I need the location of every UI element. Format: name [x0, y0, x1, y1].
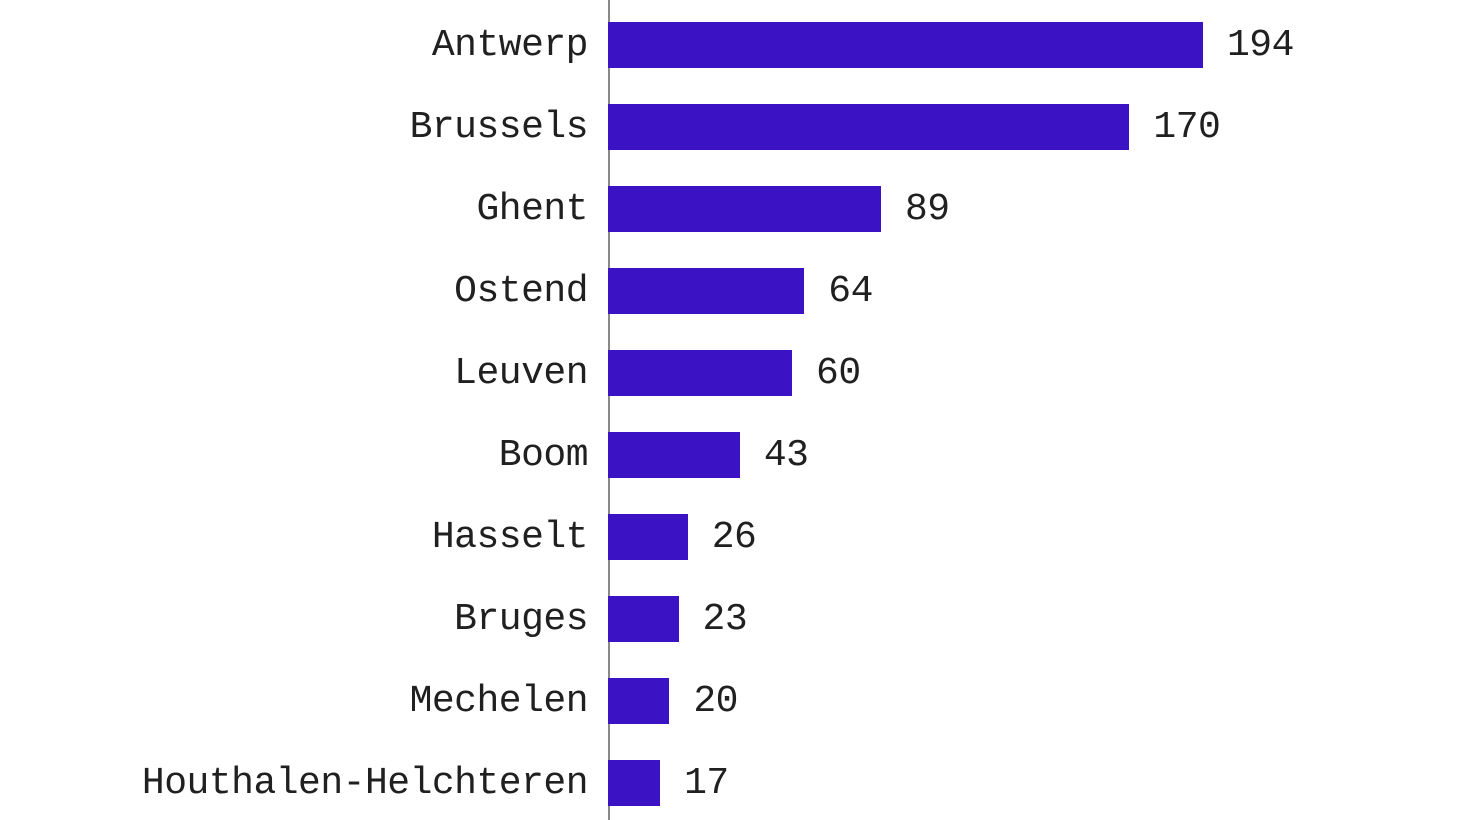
bar-row: Boom 43	[0, 414, 1460, 496]
bar	[608, 760, 660, 806]
category-label: Leuven	[454, 352, 608, 395]
category-label: Hasselt	[432, 516, 608, 559]
bar	[608, 104, 1129, 150]
bar	[608, 22, 1203, 68]
value-label: 23	[703, 598, 748, 641]
category-label: Houthalen-Helchteren	[142, 762, 608, 805]
bar-row: Antwerp 194	[0, 4, 1460, 86]
category-label: Boom	[499, 434, 608, 477]
bar	[608, 432, 740, 478]
category-label: Ghent	[476, 188, 608, 231]
value-label: 20	[693, 680, 738, 723]
value-label: 194	[1227, 24, 1294, 67]
bar	[608, 596, 679, 642]
category-label: Antwerp	[432, 24, 608, 67]
bar	[608, 678, 669, 724]
bar-row: Ostend 64	[0, 250, 1460, 332]
bar-row: Mechelen 20	[0, 660, 1460, 742]
value-label: 60	[816, 352, 861, 395]
bar	[608, 350, 792, 396]
bar	[608, 268, 804, 314]
bar-row: Brussels 170	[0, 86, 1460, 168]
bar-row: Houthalen-Helchteren 17	[0, 742, 1460, 820]
bar-row: Ghent 89	[0, 168, 1460, 250]
bar-row: Hasselt 26	[0, 496, 1460, 578]
value-label: 64	[828, 270, 873, 313]
category-label: Brussels	[410, 106, 608, 149]
category-label: Mechelen	[410, 680, 608, 723]
bar-row: Leuven 60	[0, 332, 1460, 414]
bar-chart: Antwerp 194 Brussels 170 Ghent 89 Ostend 64 Leuv…	[0, 0, 1460, 820]
category-label: Bruges	[454, 598, 608, 641]
category-label: Ostend	[454, 270, 608, 313]
bar-row: Bruges 23	[0, 578, 1460, 660]
bar	[608, 186, 881, 232]
value-label: 26	[712, 516, 757, 559]
bar	[608, 514, 688, 560]
value-label: 43	[764, 434, 809, 477]
value-label: 170	[1153, 106, 1220, 149]
value-label: 17	[684, 762, 729, 805]
value-label: 89	[905, 188, 950, 231]
